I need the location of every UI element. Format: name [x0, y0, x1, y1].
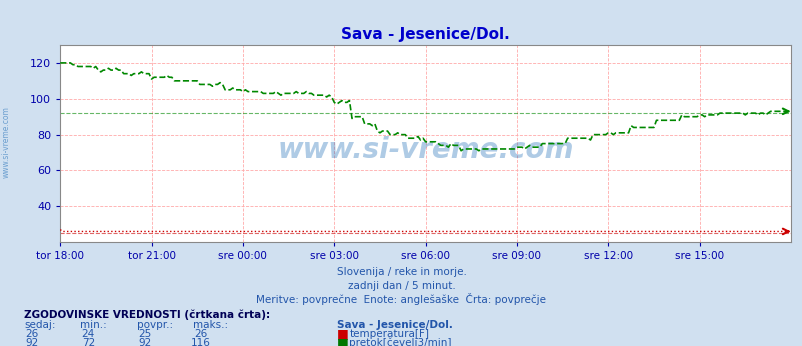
Text: povpr.:: povpr.:	[136, 320, 172, 330]
Text: 72: 72	[82, 338, 95, 346]
Text: Meritve: povprečne  Enote: anglešaške  Črta: povprečje: Meritve: povprečne Enote: anglešaške Črt…	[256, 293, 546, 305]
Text: sedaj:: sedaj:	[24, 320, 55, 330]
Text: 24: 24	[82, 329, 95, 339]
Text: 92: 92	[138, 338, 151, 346]
Title: Sava - Jesenice/Dol.: Sava - Jesenice/Dol.	[341, 27, 509, 43]
Text: 116: 116	[191, 338, 210, 346]
Text: min.:: min.:	[80, 320, 107, 330]
Text: 25: 25	[138, 329, 151, 339]
Text: 26: 26	[26, 329, 38, 339]
Text: zadnji dan / 5 minut.: zadnji dan / 5 minut.	[347, 281, 455, 291]
Text: 26: 26	[194, 329, 207, 339]
Text: Sava - Jesenice/Dol.: Sava - Jesenice/Dol.	[337, 320, 452, 330]
Text: ■: ■	[337, 327, 349, 340]
Text: Slovenija / reke in morje.: Slovenija / reke in morje.	[336, 267, 466, 277]
Text: 92: 92	[26, 338, 38, 346]
Text: maks.:: maks.:	[192, 320, 228, 330]
Text: ZGODOVINSKE VREDNOSTI (črtkana črta):: ZGODOVINSKE VREDNOSTI (črtkana črta):	[24, 309, 270, 320]
Text: www.si-vreme.com: www.si-vreme.com	[2, 106, 11, 178]
Text: ■: ■	[337, 336, 349, 346]
Text: www.si-vreme.com: www.si-vreme.com	[277, 136, 573, 164]
Text: temperatura[F]: temperatura[F]	[349, 329, 429, 339]
Text: pretok[čevelj3/min]: pretok[čevelj3/min]	[349, 337, 452, 346]
